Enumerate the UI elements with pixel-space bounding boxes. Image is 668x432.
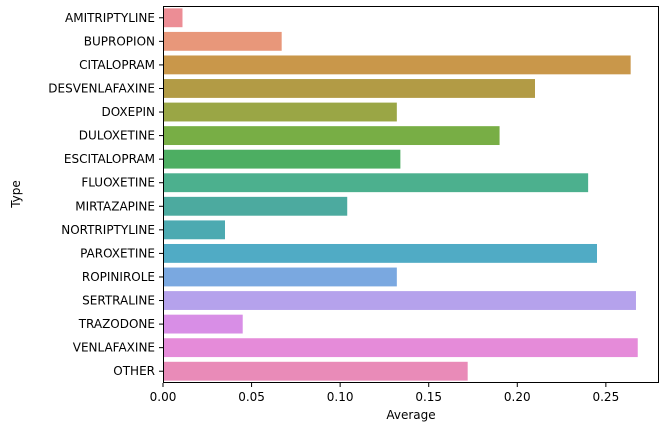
bar-sertraline — [163, 291, 636, 310]
bars-group — [163, 8, 638, 381]
bar-paroxetine — [163, 243, 597, 263]
x-axis-ticks: 0.00 0.05 0.10 0.15 0.20 0.25 — [150, 383, 619, 404]
y-tick-label: ESCITALOPRAM — [64, 152, 155, 166]
bar-escitalopram — [163, 149, 401, 169]
plot-frame — [163, 6, 659, 383]
bar-doxepin — [163, 102, 397, 122]
x-tick-label: 0.15 — [415, 390, 442, 404]
x-tick-label: 0.10 — [327, 390, 354, 404]
y-tick-label: TRAZODONE — [78, 317, 155, 331]
bar-nortriptyline — [163, 220, 225, 240]
bar-trazodone — [163, 314, 243, 334]
bar-citalopram — [163, 55, 631, 75]
bar-bupropion — [163, 31, 282, 51]
y-tick-label: AMITRIPTYLINE — [65, 11, 155, 25]
y-axis-ticks: AMITRIPTYLINE BUPROPION CITALOPRAM DESVENLA… — [48, 11, 163, 378]
y-tick-label: OTHER — [113, 364, 155, 378]
bar-ropinirole — [163, 267, 397, 287]
bar-venlafaxine — [163, 338, 638, 358]
y-tick-label: BUPROPION — [84, 34, 155, 48]
x-tick-label: 0.05 — [238, 390, 265, 404]
y-tick-label: SERTRALINE — [82, 294, 155, 308]
y-axis-label: Type — [9, 180, 23, 209]
y-tick-label: DULOXETINE — [79, 129, 155, 143]
y-tick-label: MIRTAZAPINE — [75, 199, 155, 213]
y-tick-label: VENLAFAXINE — [73, 341, 155, 355]
y-tick-label: CITALOPRAM — [79, 58, 155, 72]
bar-duloxetine — [163, 126, 500, 146]
y-tick-label: DESVENLAFAXINE — [48, 81, 155, 95]
bar-desvenlafaxine — [163, 79, 535, 98]
y-tick-label: FLUOXETINE — [81, 176, 155, 190]
y-tick-label: DOXEPIN — [102, 105, 155, 119]
x-tick-label: 0.25 — [592, 390, 619, 404]
bar-amitriptyline — [163, 8, 183, 28]
y-tick-label: PAROXETINE — [80, 246, 155, 260]
x-tick-label: 0.00 — [150, 390, 177, 404]
bar-mirtazapine — [163, 196, 348, 216]
x-tick-label: 0.20 — [504, 390, 531, 404]
x-axis-label: Average — [386, 408, 435, 422]
bar-other — [163, 361, 468, 381]
y-tick-label: ROPINIROLE — [82, 270, 155, 284]
bar-fluoxetine — [163, 173, 589, 193]
y-tick-label: NORTRIPTYLINE — [61, 223, 155, 237]
